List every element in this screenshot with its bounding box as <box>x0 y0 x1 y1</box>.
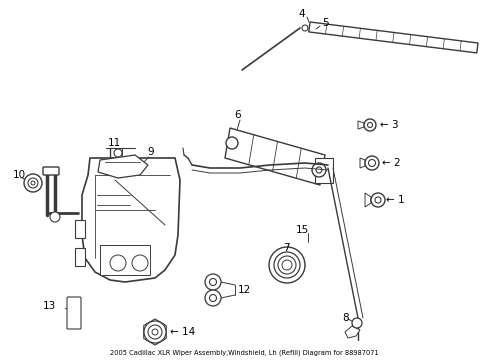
Circle shape <box>374 197 380 203</box>
Polygon shape <box>224 128 325 185</box>
Text: ← 1: ← 1 <box>385 195 404 205</box>
FancyBboxPatch shape <box>43 167 59 175</box>
Text: 5: 5 <box>321 18 328 28</box>
Circle shape <box>204 290 221 306</box>
Text: 12: 12 <box>238 285 251 295</box>
Text: ← 3: ← 3 <box>379 120 398 130</box>
Circle shape <box>225 137 238 149</box>
Circle shape <box>152 329 158 335</box>
Polygon shape <box>98 155 148 178</box>
Circle shape <box>148 325 162 339</box>
Circle shape <box>209 294 216 302</box>
Circle shape <box>24 174 42 192</box>
Text: 7: 7 <box>283 243 289 253</box>
Circle shape <box>351 318 361 328</box>
Text: 10: 10 <box>13 170 26 180</box>
Text: 4: 4 <box>297 9 304 19</box>
Polygon shape <box>143 319 166 345</box>
Bar <box>75 220 85 238</box>
Polygon shape <box>359 158 364 168</box>
Text: 15: 15 <box>295 225 308 235</box>
Circle shape <box>268 247 305 283</box>
Polygon shape <box>308 22 477 53</box>
FancyBboxPatch shape <box>67 297 81 329</box>
Text: 9: 9 <box>147 147 153 157</box>
Text: ← 2: ← 2 <box>381 158 400 168</box>
Text: 2005 Cadillac XLR Wiper Assembly,Windshield, Lh (Refill) Diagram for 88987071: 2005 Cadillac XLR Wiper Assembly,Windshi… <box>109 350 378 356</box>
Circle shape <box>209 279 216 285</box>
Circle shape <box>364 156 378 170</box>
Circle shape <box>370 193 384 207</box>
Polygon shape <box>345 326 359 338</box>
Circle shape <box>110 255 126 271</box>
Circle shape <box>278 256 295 274</box>
Bar <box>314 158 332 183</box>
Circle shape <box>282 260 291 270</box>
Text: 8: 8 <box>341 313 348 323</box>
Text: ← 14: ← 14 <box>170 327 195 337</box>
Circle shape <box>204 274 221 290</box>
Circle shape <box>31 181 35 185</box>
Bar <box>75 248 85 266</box>
Circle shape <box>363 119 375 131</box>
Circle shape <box>114 149 122 157</box>
Circle shape <box>302 25 307 31</box>
Circle shape <box>132 255 148 271</box>
Circle shape <box>273 252 299 278</box>
Circle shape <box>143 321 165 343</box>
Polygon shape <box>357 121 363 129</box>
Circle shape <box>50 212 60 222</box>
Text: 13: 13 <box>43 301 56 311</box>
Circle shape <box>367 122 372 127</box>
Text: 11: 11 <box>108 138 121 148</box>
Circle shape <box>28 178 38 188</box>
Polygon shape <box>364 193 370 207</box>
Polygon shape <box>82 158 180 282</box>
Text: 6: 6 <box>234 110 240 120</box>
Circle shape <box>311 163 325 177</box>
Circle shape <box>368 159 375 166</box>
Bar <box>100 245 150 275</box>
Circle shape <box>315 167 321 173</box>
